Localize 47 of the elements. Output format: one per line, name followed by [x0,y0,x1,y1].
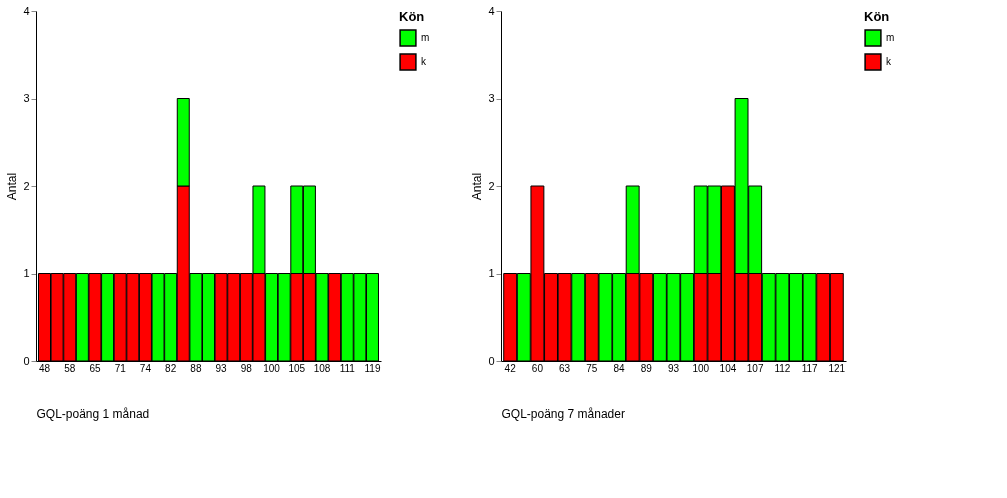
y-axis-title: Antal [5,172,20,201]
y-tick-label: 0 [488,354,495,367]
y-tick-label: 4 [488,4,495,17]
x-tick-label: 117 [801,362,818,374]
x-axis-title: GQL-poäng 7 månader [501,406,625,421]
x-tick-label: 82 [165,362,177,374]
x-tick-label: 100 [263,362,281,374]
x-tick-label: 112 [774,362,791,374]
x-tick-label: 71 [114,362,127,374]
legend-label: k [421,56,427,67]
y-axis-title: Antal [470,172,485,201]
legend-label: m [421,32,430,43]
x-tick-label: 63 [559,362,571,374]
x-tick-label: 121 [828,362,846,374]
x-tick-label: 42 [504,362,517,374]
x-tick-label: 75 [586,362,598,374]
x-tick-label: 105 [288,362,306,374]
x-tick-label: 89 [640,362,653,374]
x-tick-label: 84 [613,362,626,374]
x-tick-label: 119 [364,362,381,374]
y-tick-label: 1 [488,267,495,279]
x-tick-label: 111 [339,362,356,374]
y-tick-label: 4 [23,4,30,17]
x-tick-label: 48 [38,362,51,374]
y-tick-label: 2 [23,179,30,192]
x-tick-label: 100 [692,362,710,374]
x-tick-label: 60 [531,362,544,374]
y-tick-label: 2 [488,179,495,192]
legend-label: m [886,32,895,43]
x-tick-label: 98 [240,362,253,374]
x-tick-label: 93 [215,362,228,374]
legend-title: Kön [864,9,890,24]
y-tick-label: 0 [23,354,30,367]
x-tick-label: 74 [139,362,152,374]
legend-title: Kön [399,9,425,24]
x-tick-label: 93 [667,362,680,374]
y-tick-label: 1 [23,267,30,279]
x-tick-label: 65 [89,362,101,374]
x-tick-label: 58 [64,362,76,374]
x-tick-label: 108 [313,362,331,374]
x-tick-label: 104 [719,362,737,374]
x-axis-title: GQL-poäng 1 månad [36,406,150,421]
y-tick-label: 3 [23,92,30,104]
legend-label: k [886,56,892,67]
y-tick-label: 3 [488,92,495,104]
x-tick-label: 107 [746,362,764,374]
x-tick-label: 88 [190,362,202,374]
